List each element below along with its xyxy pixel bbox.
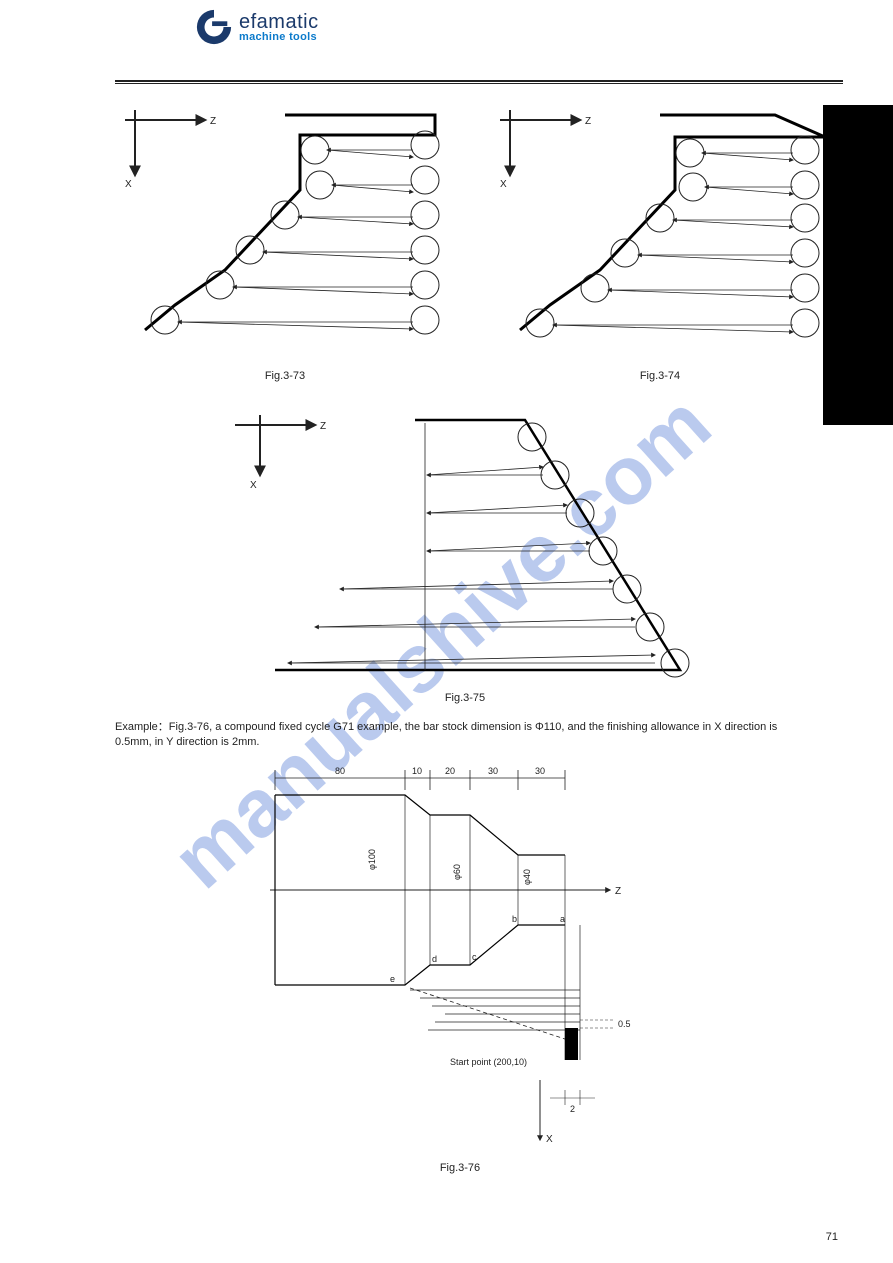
dim-80: 80	[335, 766, 345, 776]
brand-logo: efamatic machine tools	[195, 8, 319, 46]
brand-tagline: machine tools	[239, 32, 319, 43]
side-tab	[823, 105, 893, 425]
offset-0-5: 0.5	[618, 1019, 631, 1029]
dim-20: 20	[445, 766, 455, 776]
pt-a: a	[560, 914, 565, 924]
efamatic-mark-icon	[195, 8, 233, 46]
svg-text:X: X	[500, 179, 507, 190]
svg-text:X: X	[250, 480, 257, 491]
figure-3-75-caption: Fig.3-75	[225, 692, 705, 704]
tool-icon	[565, 1028, 578, 1060]
offset-2: 2	[570, 1104, 575, 1114]
svg-text:Z: Z	[585, 116, 591, 127]
figure-3-74-caption: Fig.3-74	[490, 370, 830, 382]
axis-z: Z	[615, 886, 621, 897]
figure-3-75: Z X	[225, 405, 705, 685]
axis-z-label: Z	[210, 116, 216, 127]
dia-40: φ40	[522, 869, 532, 885]
pt-c: c	[472, 952, 477, 962]
figure-3-73: Z X	[115, 105, 455, 365]
dia-60: φ60	[452, 864, 462, 880]
pt-d: d	[432, 954, 437, 964]
brand-name: efamatic	[239, 12, 319, 32]
pt-b: b	[512, 914, 517, 924]
axis-x-label: X	[125, 179, 132, 190]
svg-text:Z: Z	[320, 421, 326, 432]
page-number: 71	[798, 1231, 838, 1243]
figure-3-76-caption: Fig.3-76	[260, 1162, 660, 1174]
start-point: Start point (200,10)	[450, 1057, 527, 1067]
dia-100: φ100	[367, 849, 377, 870]
figure-3-74: Z X	[490, 105, 830, 365]
header-rule	[115, 80, 843, 84]
figure-3-73-caption: Fig.3-73	[115, 370, 455, 382]
figure-3-76: 80 10 20 30 30 Z φ100 φ60 φ40 a b c d e	[260, 760, 660, 1160]
axis-x: X	[546, 1134, 553, 1145]
pt-e: e	[390, 974, 395, 984]
dim-10: 10	[412, 766, 422, 776]
dim-30b: 30	[535, 766, 545, 776]
dim-30a: 30	[488, 766, 498, 776]
example-intro: Example：Fig.3-76, a compound fixed cycle…	[115, 720, 815, 751]
